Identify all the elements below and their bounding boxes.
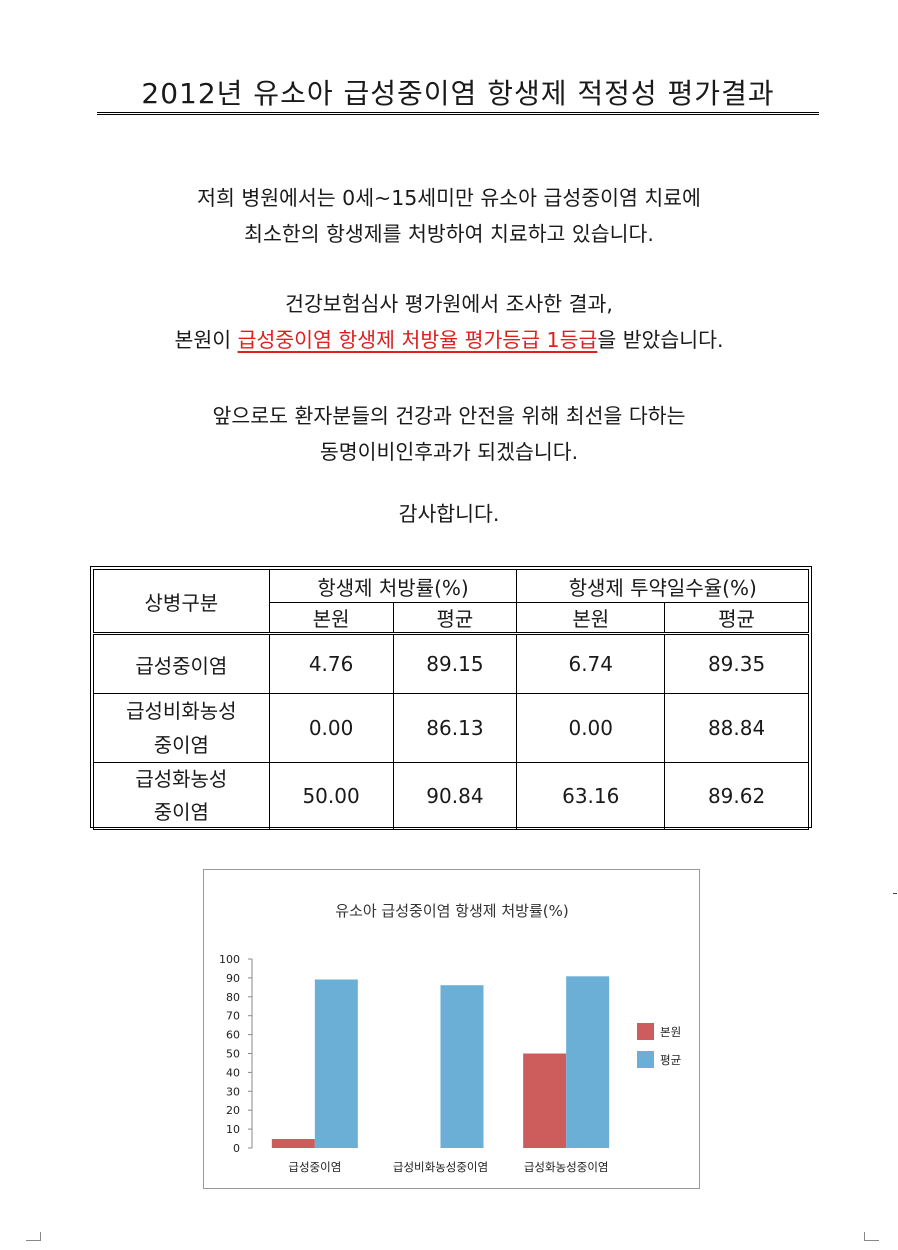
sub-header-hospital: 본원 — [268, 602, 394, 635]
result-prefix: 본원이 — [174, 328, 238, 352]
bar-average — [314, 979, 358, 1148]
closing-line-2: 동명이비인후과가 되겠습니다. — [319, 440, 579, 464]
row-label-line: 급성중이염 — [135, 653, 228, 678]
table-cell: 89.35 — [664, 633, 809, 694]
row-label-line: 중이염 — [153, 733, 209, 757]
table-cell: 50.00 — [268, 762, 394, 830]
intro-line-1: 저희 병원에서는 0세~15세미만 유소아 급성중이염 치료에 — [197, 186, 701, 210]
table-cell: 88.84 — [664, 693, 809, 763]
row-label-line: 급성화농성 — [135, 767, 228, 791]
table-cell: 63.16 — [516, 762, 666, 830]
x-category-label: 급성중이염 — [288, 1160, 341, 1174]
bar-hospital — [271, 1139, 315, 1148]
bar-average — [440, 985, 484, 1148]
y-tick-label: 60 — [226, 1029, 240, 1042]
prescription-rate-chart: 유소아 급성중이염 항생제 처방률(%) 0 10 20 30 40 50 60 70 80 90 1… — [203, 869, 700, 1189]
title-underline — [97, 112, 819, 115]
y-tick-label: 70 — [226, 1010, 240, 1023]
bar-hospital — [523, 1053, 567, 1148]
table-cell: 0.00 — [516, 693, 666, 763]
category-header: 상병구분 — [93, 569, 270, 635]
page-corner-mark — [26, 1232, 41, 1241]
intro-text: 저희 병원에서는 0세~15세미만 유소아 급성중이염 치료에 최소한의 항생제… — [0, 180, 898, 252]
x-category-label: 급성비화농성중이염 — [393, 1160, 488, 1174]
page-title: 2012년 유소아 급성중이염 항생제 적정성 평가결과 — [141, 77, 775, 110]
grade-highlight: 급성중이염 항생제 처방율 평가등급 1등급 — [237, 328, 598, 352]
y-tick-label: 50 — [226, 1048, 240, 1061]
legend-swatch — [637, 1051, 654, 1068]
table-cell: 6.74 — [516, 633, 666, 694]
y-tick-label: 0 — [233, 1142, 240, 1155]
y-tick-label: 10 — [226, 1123, 240, 1136]
table-cell: 0.00 — [268, 693, 394, 763]
result-text: 건강보험심사 평가원에서 조사한 결과, 본원이 급성중이염 항생제 처방율 평… — [0, 286, 898, 358]
sub-header-hospital: 본원 — [516, 602, 666, 635]
page-corner-mark — [864, 1232, 879, 1241]
table-row: 급성중이염 4.76 89.15 6.74 89.35 — [93, 633, 809, 694]
legend-label: 평균 — [660, 1053, 681, 1067]
table-cell: 86.13 — [392, 693, 518, 763]
y-tick-label: 30 — [226, 1085, 240, 1098]
dosing-days-rate-header: 항생제 투약일수율(%) — [516, 569, 809, 603]
chart-title: 유소아 급성중이염 항생제 처방률(%) — [335, 902, 568, 920]
closing-line-1: 앞으로도 환자분들의 건강과 안전을 위해 최선을 다하는 — [212, 404, 686, 428]
result-line-2: 본원이 급성중이염 항생제 처방율 평가등급 1등급을 받았습니다. — [0, 322, 898, 358]
sub-header-average: 평균 — [664, 602, 809, 635]
closing-text: 앞으로도 환자분들의 건강과 안전을 위해 최선을 다하는 동명이비인후과가 되… — [0, 398, 898, 470]
sub-header-average: 평균 — [392, 602, 518, 635]
result-suffix: 을 받았습니다. — [597, 328, 724, 352]
table-cell: 4.76 — [268, 633, 394, 694]
y-tick-label: 80 — [226, 991, 240, 1004]
table-cell: 89.62 — [664, 762, 809, 830]
legend-swatch — [637, 1023, 654, 1040]
x-category-label: 급성화농성중이염 — [524, 1160, 609, 1174]
bar-average — [566, 976, 610, 1148]
margin-mark — [893, 893, 897, 894]
y-tick-label: 100 — [219, 953, 240, 966]
evaluation-table-frame: 상병구분 항생제 처방률(%) 항생제 투약일수율(%) 본원 평균 본원 평균… — [90, 566, 812, 830]
evaluation-table: 상병구분 항생제 처방률(%) 항생제 투약일수율(%) 본원 평균 본원 평균… — [93, 569, 809, 830]
chart-canvas: 유소아 급성중이염 항생제 처방률(%) 0 10 20 30 40 50 60 70 80 90 1… — [219, 902, 681, 1174]
prescription-rate-header: 항생제 처방률(%) — [268, 569, 518, 603]
y-tick-label: 40 — [226, 1066, 240, 1079]
thanks-text: 감사합니다. — [398, 502, 500, 526]
y-tick-label: 90 — [226, 972, 240, 985]
table-cell: 89.15 — [392, 633, 518, 694]
y-tick-label: 20 — [226, 1104, 240, 1117]
result-line-1: 건강보험심사 평가원에서 조사한 결과, — [285, 292, 613, 316]
legend-label: 본원 — [660, 1025, 681, 1039]
intro-line-2: 최소한의 항생제를 처방하여 치료하고 있습니다. — [244, 222, 654, 246]
row-label: 급성중이염 — [93, 633, 270, 694]
row-label-line: 중이염 — [153, 800, 209, 824]
row-label-line: 급성비화농성 — [126, 699, 237, 723]
table-cell: 90.84 — [392, 762, 518, 830]
